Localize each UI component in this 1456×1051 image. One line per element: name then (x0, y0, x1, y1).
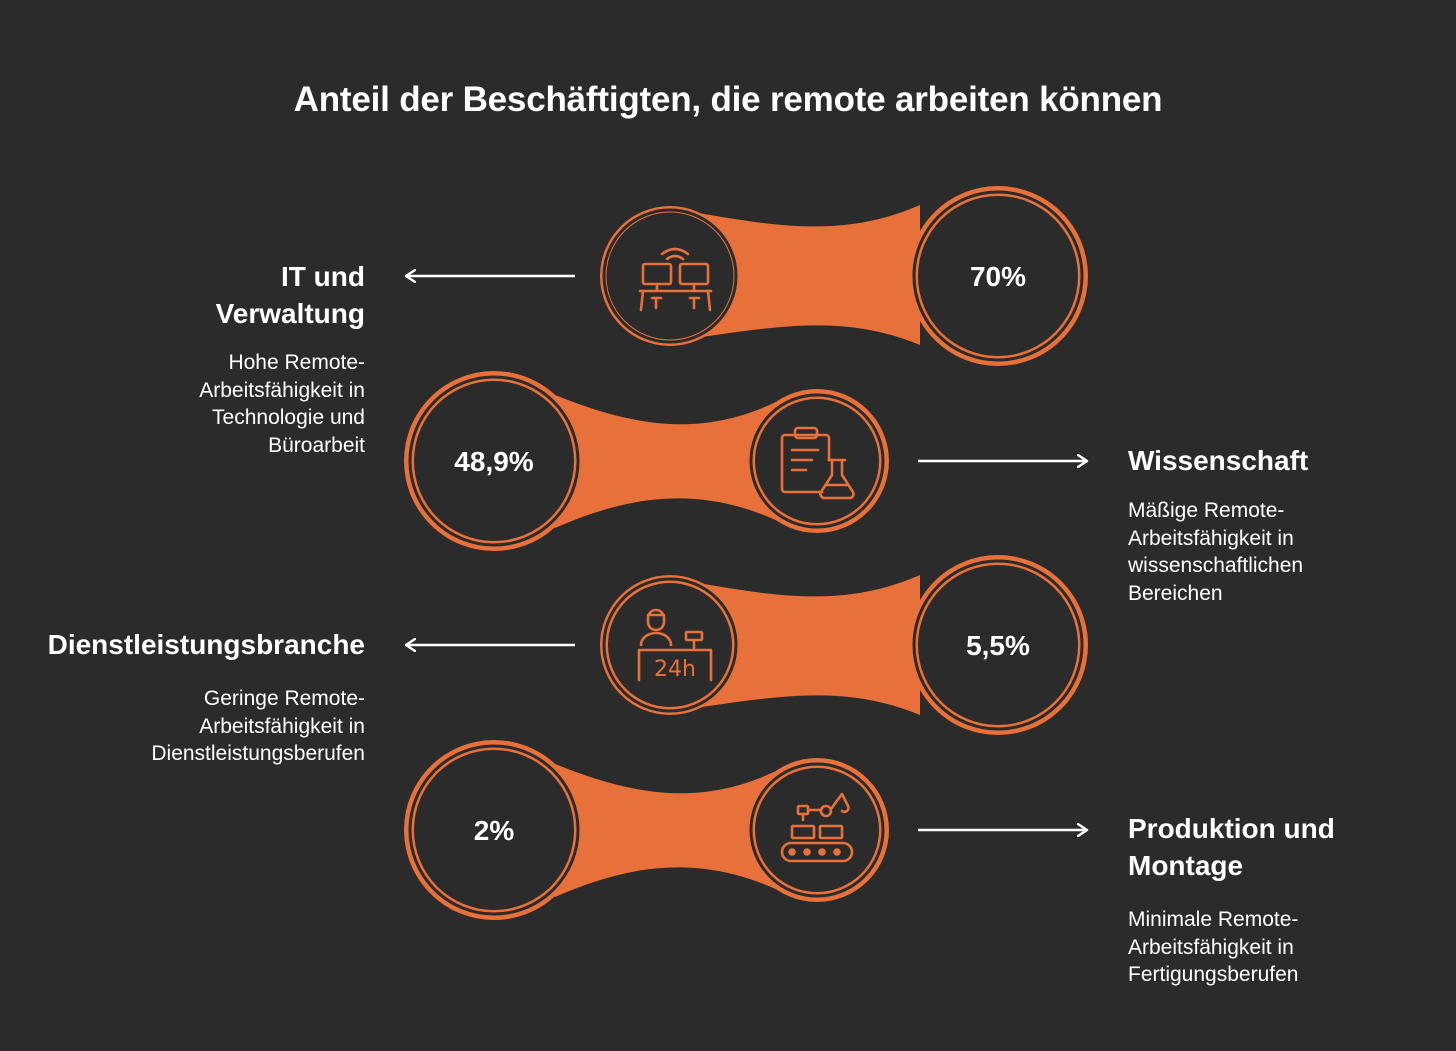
value-row-1: 70% (970, 261, 1026, 292)
description-it-verwaltung: Hohe Remote- Arbeitsfähigkeit in Technol… (199, 351, 365, 457)
computer-desks-wifi-icon (638, 247, 713, 312)
svg-text:24h: 24h (654, 657, 696, 682)
clipboard-flask-icon (780, 426, 855, 500)
robot-arm-conveyor-icon (780, 792, 854, 863)
connector-row-2 (404, 371, 889, 551)
description-wissenschaft: Mäßige Remote- Arbeitsfähigkeit in wisse… (1128, 499, 1304, 605)
value-row-4: 2% (474, 815, 515, 846)
page-title: Anteil der Beschäftigten, die remote arb… (293, 80, 1163, 119)
connector-row-1 (600, 186, 1088, 366)
description-produktion-montage: Minimale Remote- Arbeitsfähigkeit in Fer… (1128, 908, 1299, 986)
heading-dienstleistungsbranche: Dienstleistungsbranche (47, 629, 365, 660)
description-dienstleistungsbranche: Geringe Remote- Arbeitsfähigkeit in Dien… (151, 687, 365, 765)
value-row-2: 48,9% (454, 446, 533, 477)
heading-it-verwaltung: IT und Verwaltung (215, 261, 365, 329)
value-row-3: 5,5% (966, 630, 1030, 661)
heading-produktion-montage: Produktion und Montage (1128, 813, 1335, 881)
heading-wissenschaft: Wissenschaft (1128, 445, 1309, 476)
service-desk-24h-icon: 24h (637, 608, 713, 682)
